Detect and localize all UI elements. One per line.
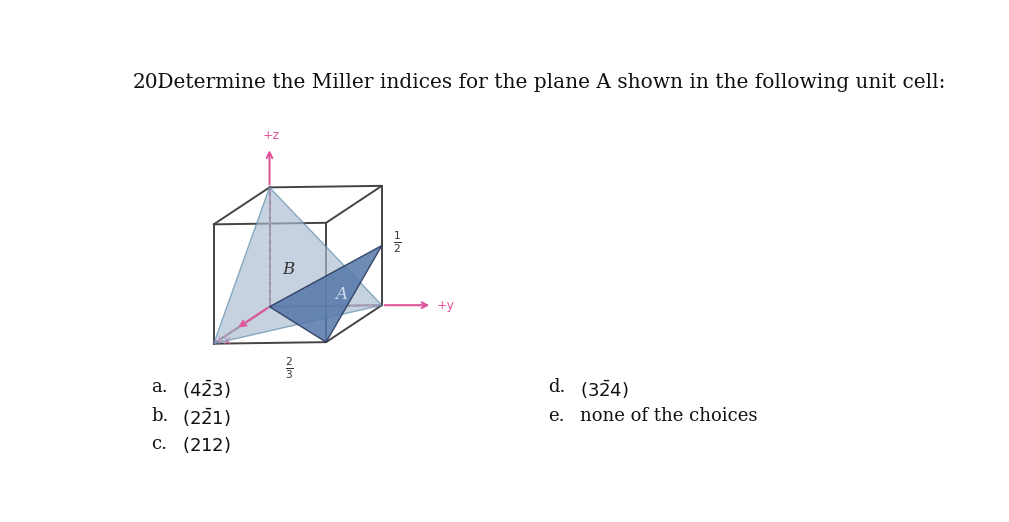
Text: $(2\bar{2}1)$: $(2\bar{2}1)$	[182, 407, 231, 430]
Text: Determine the Miller indices for the plane A shown in the following unit cell:: Determine the Miller indices for the pla…	[151, 74, 945, 92]
Text: $(3\bar{2}4)$: $(3\bar{2}4)$	[579, 378, 629, 401]
Text: B: B	[283, 261, 295, 278]
Text: $\frac{1}{2}$: $\frac{1}{2}$	[393, 230, 402, 255]
Text: b.: b.	[151, 407, 169, 425]
Text: d.: d.	[549, 378, 566, 396]
Text: A: A	[335, 286, 347, 303]
Text: +z: +z	[262, 129, 279, 142]
Text: +y: +y	[437, 299, 455, 312]
Polygon shape	[214, 187, 381, 343]
Text: e.: e.	[549, 407, 565, 425]
Text: 20.: 20.	[132, 74, 164, 92]
Text: $(4\bar{2}3)$: $(4\bar{2}3)$	[182, 378, 231, 401]
Text: $\frac{2}{3}$: $\frac{2}{3}$	[285, 356, 294, 382]
Text: +x: +x	[213, 334, 231, 347]
Text: $(212)$: $(212)$	[182, 435, 231, 455]
Text: none of the choices: none of the choices	[579, 407, 757, 425]
Text: c.: c.	[151, 435, 166, 453]
Text: a.: a.	[151, 378, 167, 396]
Polygon shape	[269, 245, 381, 342]
